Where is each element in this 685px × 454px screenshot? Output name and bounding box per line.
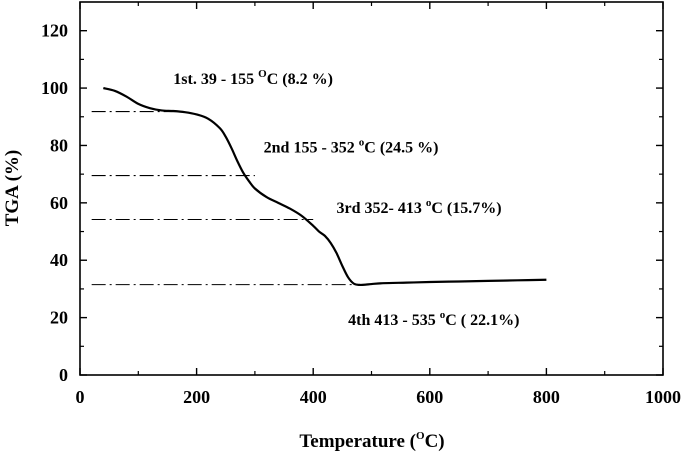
annotation-4: 4th 413 - 535 oC ( 22.1%) bbox=[348, 309, 519, 329]
axis-ticks: 0 200 400 600 800 1000 0 20 40 60 80 100 120 bbox=[41, 2, 681, 407]
x-tick-label: 200 bbox=[183, 387, 210, 407]
y-tick-label: 80 bbox=[50, 135, 68, 155]
tga-curve bbox=[103, 87, 547, 287]
x-axis-title-prefix: Temperature ( bbox=[299, 431, 416, 452]
x-tick-label: 0 bbox=[76, 387, 85, 407]
y-tick-label: 20 bbox=[50, 308, 68, 328]
y-tick-label: 40 bbox=[50, 250, 68, 270]
x-tick-label: 600 bbox=[416, 387, 443, 407]
y-tick-label: 120 bbox=[41, 21, 68, 41]
annotation-1: 1st. 39 - 155 OC (8.2 %) bbox=[173, 68, 333, 88]
x-axis-title-sup: O bbox=[416, 430, 425, 442]
y-tick-label: 0 bbox=[59, 365, 68, 385]
x-axis-title-suffix: C) bbox=[425, 431, 445, 452]
x-tick-label: 800 bbox=[533, 387, 560, 407]
y-tick-label: 100 bbox=[41, 78, 68, 98]
y-tick-label: 60 bbox=[50, 193, 68, 213]
x-tick-label: 400 bbox=[300, 387, 327, 407]
y-axis-title: TGA (%) bbox=[2, 150, 23, 227]
reference-lines bbox=[91, 111, 372, 286]
x-axis-title: Temperature (OC) bbox=[299, 430, 444, 452]
x-tick-label: 1000 bbox=[645, 387, 681, 407]
annotations: 1st. 39 - 155 OC (8.2 %) 2nd 155 - 352 oC… bbox=[173, 68, 519, 329]
annotation-3: 3rd 352- 413 oC (15.7%) bbox=[337, 197, 502, 217]
annotation-2: 2nd 155 - 352 oC (24.5 %) bbox=[264, 137, 439, 157]
